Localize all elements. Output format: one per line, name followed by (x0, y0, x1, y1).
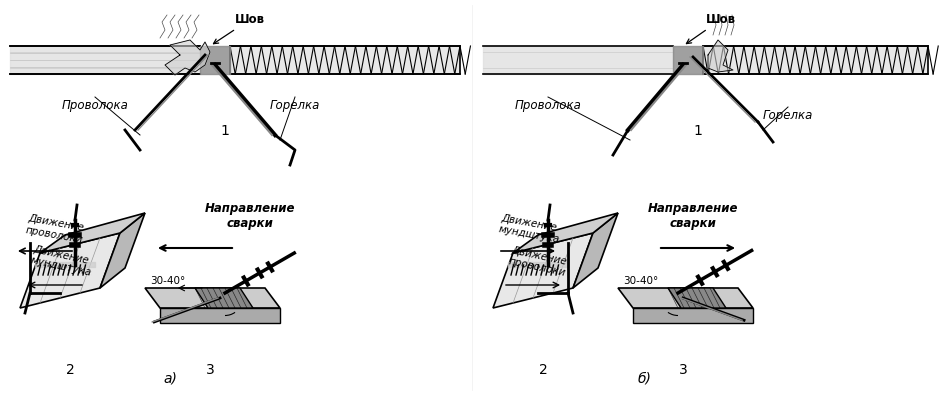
Polygon shape (195, 288, 253, 308)
Text: Направление
сварки: Направление сварки (205, 202, 295, 230)
FancyBboxPatch shape (230, 46, 460, 74)
Text: 30-40°: 30-40° (150, 276, 185, 286)
Polygon shape (493, 233, 593, 308)
Polygon shape (708, 40, 733, 72)
Text: Проволока: Проволока (61, 99, 128, 112)
Text: Движение
проволоки: Движение проволоки (25, 214, 86, 245)
Polygon shape (668, 288, 726, 308)
Text: Шов: Шов (686, 13, 736, 44)
Polygon shape (573, 213, 618, 288)
Polygon shape (20, 233, 120, 308)
Text: 1: 1 (694, 124, 702, 138)
Text: Горелка: Горелка (270, 99, 320, 112)
Polygon shape (618, 288, 753, 308)
Text: 30-40°: 30-40° (623, 276, 658, 286)
Text: а): а) (163, 371, 177, 385)
Polygon shape (513, 213, 618, 253)
Polygon shape (100, 213, 145, 288)
FancyBboxPatch shape (703, 46, 928, 74)
Polygon shape (145, 288, 280, 308)
Text: 3: 3 (679, 363, 687, 377)
Text: Движение
мундштука: Движение мундштука (30, 244, 95, 278)
Text: Горелка: Горелка (763, 109, 813, 122)
Text: 2: 2 (66, 363, 75, 377)
Polygon shape (40, 213, 145, 253)
Polygon shape (165, 40, 210, 75)
Polygon shape (160, 308, 280, 323)
Text: 3: 3 (206, 363, 214, 377)
Text: Движение
мундштука: Движение мундштука (498, 213, 563, 245)
Text: 2: 2 (539, 363, 548, 377)
Polygon shape (633, 308, 753, 323)
Text: Движение
проволоки: Движение проволоки (508, 245, 569, 278)
Text: Направление
сварки: Направление сварки (648, 202, 738, 230)
Text: 1: 1 (221, 124, 229, 138)
Text: Шов: Шов (213, 13, 265, 44)
Text: Проволока: Проволока (514, 99, 582, 112)
Text: б): б) (638, 371, 652, 385)
